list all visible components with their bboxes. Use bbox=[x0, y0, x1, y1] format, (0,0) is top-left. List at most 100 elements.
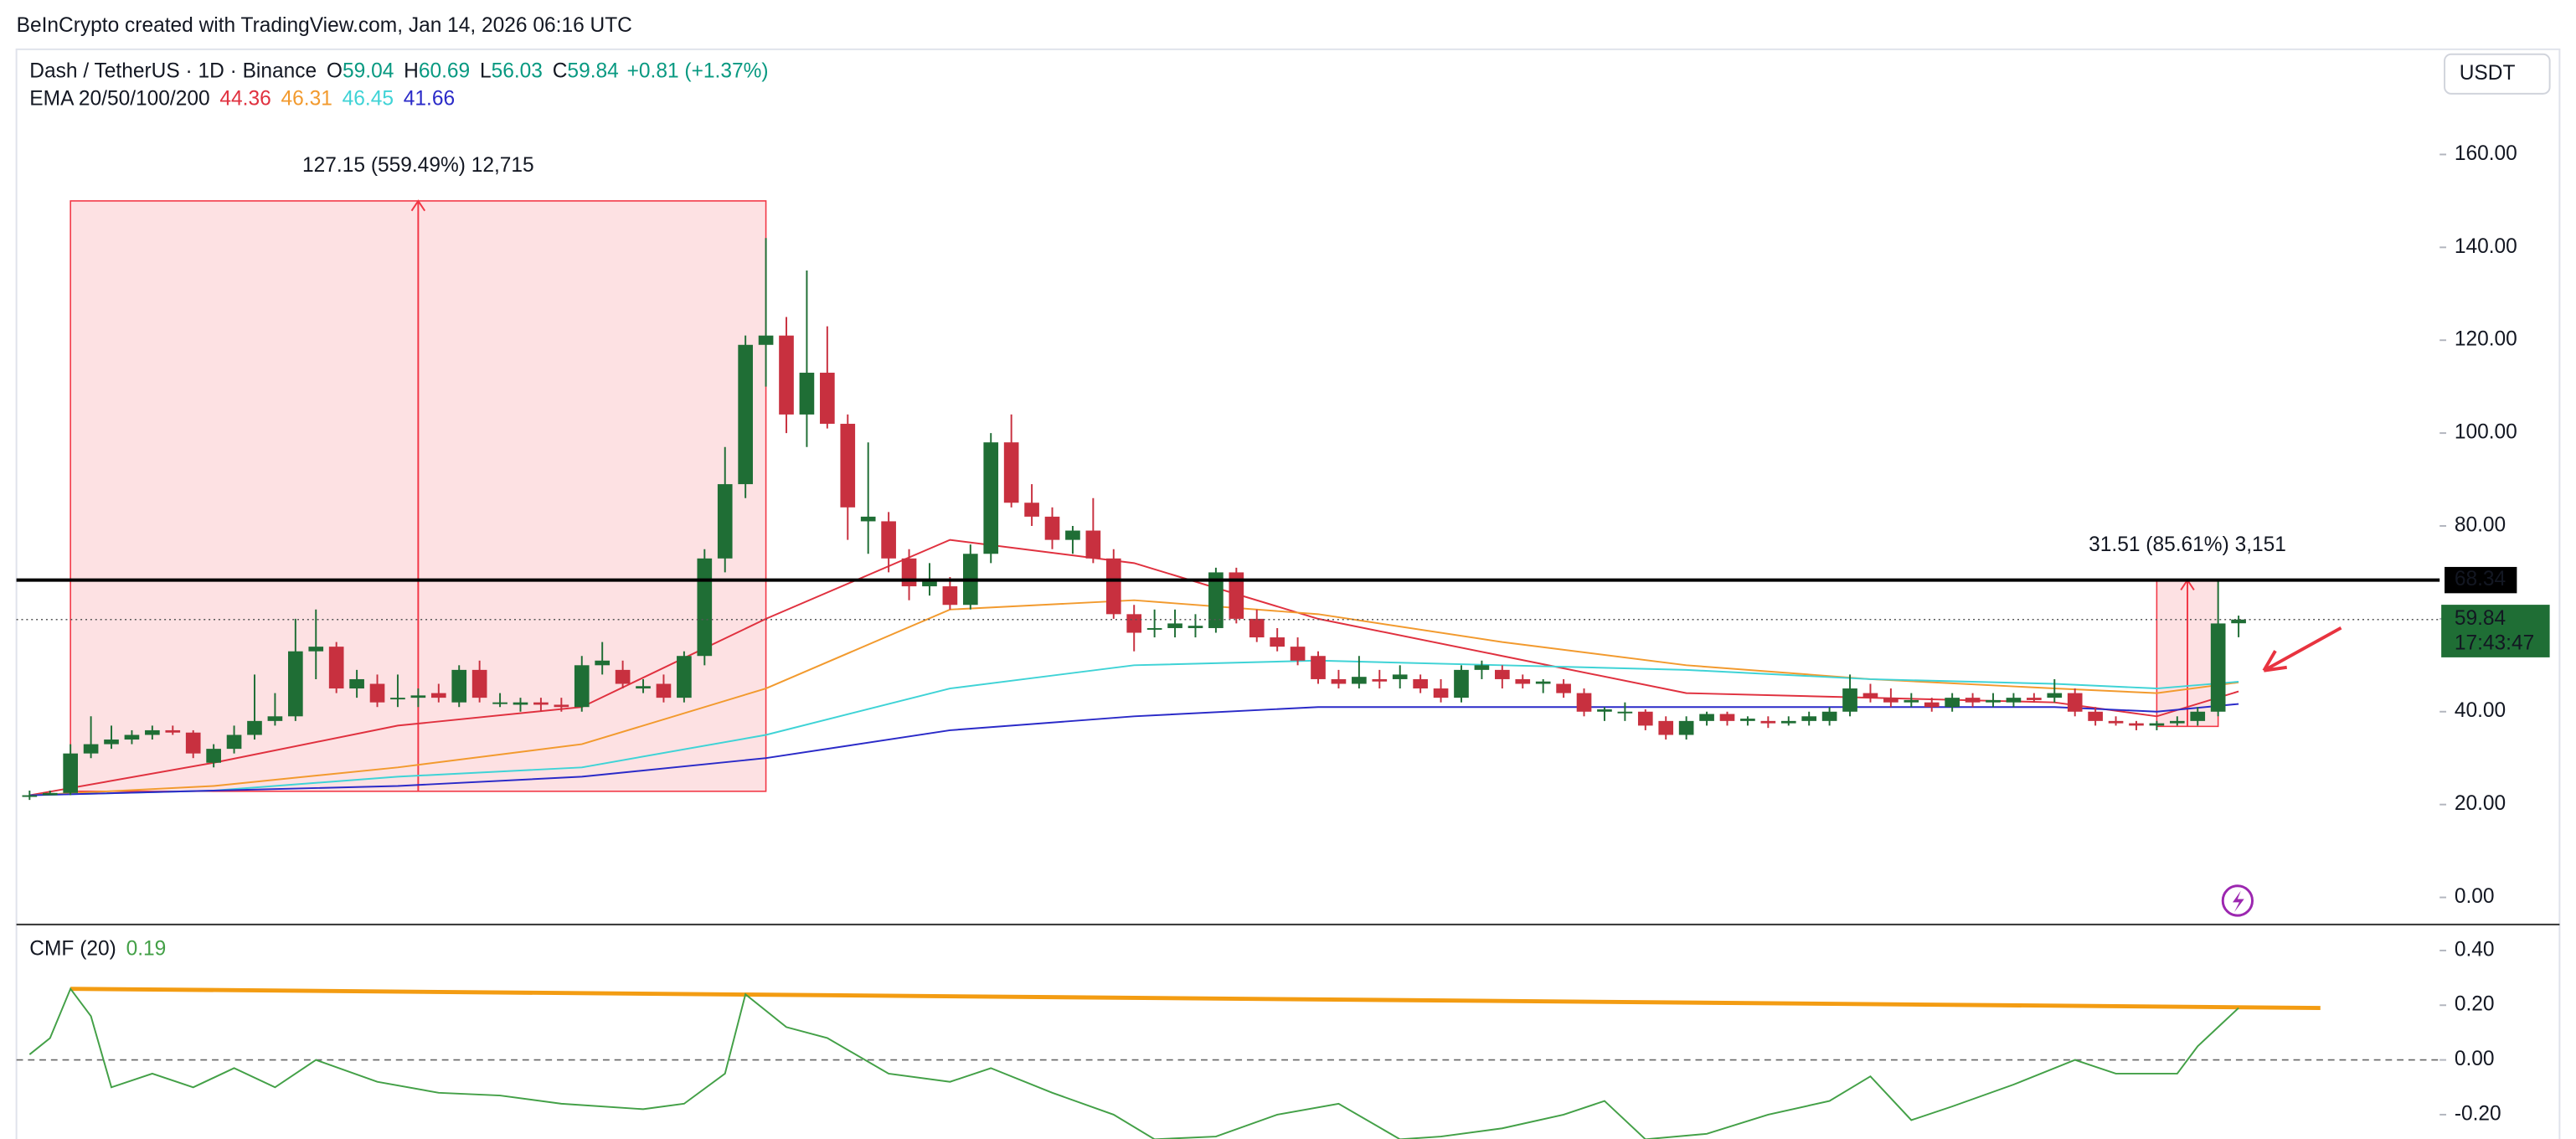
y-tick-label: -0.20 bbox=[2455, 1102, 2501, 1125]
candle-body bbox=[1862, 693, 1878, 698]
candle-body bbox=[267, 716, 283, 721]
candle-body bbox=[554, 704, 569, 708]
frame bbox=[15, 48, 2561, 1139]
candle-body bbox=[677, 656, 692, 698]
candle-body bbox=[1454, 669, 1469, 698]
candle-body bbox=[533, 702, 549, 705]
candle-body bbox=[247, 720, 262, 735]
pointer-arrow bbox=[2262, 626, 2342, 673]
currency-button[interactable] bbox=[2444, 53, 2551, 95]
candle-body bbox=[226, 734, 242, 750]
y-tick-label: 20.00 bbox=[2455, 792, 2506, 815]
candle-body bbox=[1699, 714, 1714, 721]
candle-body bbox=[1883, 698, 1899, 703]
credit: BeInCrypto created with TradingView.com,… bbox=[17, 14, 632, 37]
candle-body bbox=[2169, 720, 2185, 724]
candle-body bbox=[1801, 716, 1817, 721]
candle-body bbox=[1576, 693, 1592, 712]
candle-body bbox=[1760, 720, 1776, 724]
candle-body bbox=[369, 683, 385, 703]
currency-label[interactable]: USDT bbox=[2460, 62, 2516, 85]
candle-body bbox=[1556, 683, 1571, 693]
candle-body bbox=[820, 373, 835, 425]
candle-body bbox=[1740, 719, 1755, 721]
y-tick-label: 120.00 bbox=[2455, 328, 2517, 351]
candle-body bbox=[1270, 637, 1285, 647]
ema-line bbox=[29, 703, 2239, 796]
candle-body bbox=[328, 647, 344, 689]
candle-body bbox=[779, 335, 794, 415]
y-tick-label: 140.00 bbox=[2455, 235, 2517, 258]
candle-body bbox=[145, 729, 160, 735]
quote-change: +0.81 (+1.37%) bbox=[627, 60, 769, 83]
alert-icon[interactable] bbox=[2221, 884, 2254, 917]
quote-key: H bbox=[404, 60, 419, 83]
quote-key: L bbox=[480, 60, 492, 83]
indicator-name: CMF (20) bbox=[29, 938, 116, 961]
indicator-value: 41.66 bbox=[404, 88, 455, 111]
y-tick-label: 0.20 bbox=[2455, 993, 2495, 1016]
candle-body bbox=[738, 344, 753, 485]
candle-body bbox=[471, 669, 487, 698]
candle-body bbox=[288, 651, 303, 717]
candle-body bbox=[901, 558, 917, 587]
candle-body bbox=[1167, 623, 1182, 628]
candle-body bbox=[1044, 516, 1060, 540]
candle-body bbox=[451, 669, 467, 703]
candle-body bbox=[63, 753, 78, 793]
trend-line bbox=[70, 987, 2321, 1010]
indicator-name: EMA 20/50/100/200 bbox=[29, 88, 209, 111]
candle-body bbox=[1474, 665, 1490, 670]
candle-body bbox=[1003, 442, 1019, 503]
y-tick-label: 0.00 bbox=[2455, 1048, 2495, 1070]
candle-body bbox=[83, 744, 99, 754]
candle-body bbox=[1433, 688, 1449, 698]
candle-body bbox=[1842, 688, 1857, 712]
quote-value: 60.69 bbox=[419, 60, 470, 83]
candle-body bbox=[349, 678, 364, 689]
candle-body bbox=[2047, 693, 2063, 698]
candle-body bbox=[1372, 678, 1388, 682]
candle-body bbox=[2006, 698, 2022, 703]
candle-body bbox=[881, 521, 896, 559]
measure-label: 127.15 (559.49%) 12,715 bbox=[302, 154, 534, 177]
candle-body bbox=[1065, 530, 1080, 540]
candle-body bbox=[1821, 711, 1837, 721]
candle-body bbox=[615, 669, 631, 684]
candle-body bbox=[1188, 626, 1203, 628]
candle-body bbox=[22, 795, 38, 797]
price-tag bbox=[2441, 605, 2550, 657]
y-tick-label: 40.00 bbox=[2455, 699, 2506, 722]
candle-body bbox=[1311, 656, 1326, 679]
candle-body bbox=[758, 335, 774, 345]
candle-body bbox=[636, 686, 651, 689]
price-label: 59.84 bbox=[2455, 607, 2506, 630]
candle-body bbox=[1719, 714, 1735, 721]
candle-body bbox=[1392, 674, 1408, 679]
y-tick-label: 100.00 bbox=[2455, 421, 2517, 444]
candle-body bbox=[1105, 558, 1121, 615]
indicator-legend: EMA 20/50/100/200 44.36 46.31 46.45 41.66 bbox=[29, 88, 455, 111]
candle-body bbox=[697, 558, 713, 657]
candle-body bbox=[1229, 572, 1244, 619]
candle-body bbox=[840, 424, 856, 508]
quote-key: O bbox=[327, 60, 343, 83]
cmf-line bbox=[28, 987, 2239, 1139]
candle-body bbox=[1780, 720, 1796, 724]
ema-line bbox=[29, 599, 2239, 796]
candle-body bbox=[42, 792, 58, 796]
candle-body bbox=[1331, 678, 1347, 684]
candle-body bbox=[1904, 699, 1919, 703]
candle-body bbox=[1617, 711, 1633, 714]
candle-body bbox=[595, 660, 611, 666]
alert-bolt bbox=[2232, 890, 2244, 913]
candle-body bbox=[1290, 647, 1306, 661]
y-tick-label: 0.00 bbox=[2455, 885, 2495, 908]
candle-body bbox=[165, 729, 181, 733]
plot-area bbox=[16, 987, 2440, 1139]
candle-body bbox=[1945, 698, 1960, 708]
indicator-value: 0.19 bbox=[126, 938, 167, 961]
candle-body bbox=[1515, 678, 1531, 684]
